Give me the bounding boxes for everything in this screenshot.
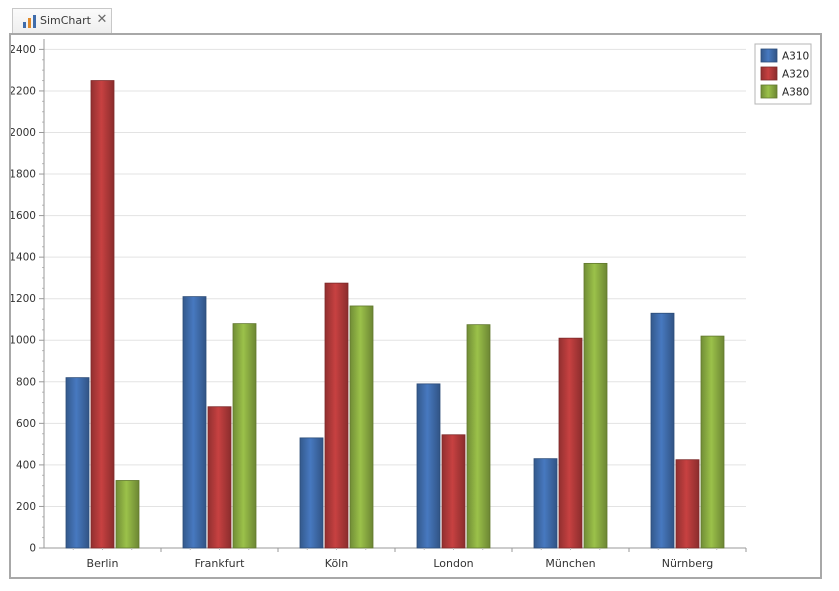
- y-tick-label: 1200: [11, 293, 36, 305]
- y-tick-label: 0: [29, 543, 36, 555]
- bar-a320-1[interactable]: [207, 406, 232, 549]
- bar-chart-icon: [23, 15, 36, 28]
- bar-a380-0[interactable]: [115, 480, 140, 549]
- bar-a310-0[interactable]: [65, 377, 90, 549]
- bar-a320-3[interactable]: [441, 434, 466, 549]
- legend-label-a320: A320: [782, 69, 809, 81]
- bar-a310-1[interactable]: [182, 296, 207, 549]
- bar-a310-5[interactable]: [650, 312, 675, 549]
- bar-a380-1[interactable]: [232, 323, 257, 549]
- legend-swatch-a320: [760, 66, 778, 81]
- x-tick-label: München: [545, 557, 595, 570]
- y-tick-label: 2400: [11, 44, 36, 56]
- bar-a320-4[interactable]: [558, 337, 583, 549]
- y-tick-label: 400: [16, 459, 36, 471]
- legend-swatch-a310: [760, 48, 778, 63]
- tab-simchart[interactable]: SimChart ✕: [12, 8, 112, 34]
- y-tick-label: 800: [16, 376, 36, 388]
- y-tick-label: 200: [16, 501, 36, 513]
- bar-a310-2[interactable]: [299, 437, 324, 549]
- tab-label: SimChart: [40, 14, 91, 27]
- bar-a380-5[interactable]: [700, 335, 725, 549]
- y-tick-label: 1800: [11, 169, 36, 181]
- y-tick-label: 1400: [11, 252, 36, 264]
- bar-a310-4[interactable]: [533, 458, 558, 549]
- bar-a320-5[interactable]: [675, 459, 700, 549]
- y-tick-label: 2000: [11, 127, 36, 139]
- x-tick-label: Berlin: [87, 557, 119, 570]
- legend-label-a310: A310: [782, 51, 809, 63]
- bar-a310-3[interactable]: [416, 383, 441, 549]
- legend-label-a380: A380: [782, 87, 809, 99]
- bar-a380-2[interactable]: [349, 305, 374, 549]
- bar-chart: 0 200 400 600 800 1000 1200 1400 1600 1800 2000 220…: [11, 39, 812, 570]
- chart-panel: 0 200 400 600 800 1000 1200 1400 1600 1800 2000 220…: [9, 33, 822, 579]
- x-tick-label: Frankfurt: [195, 557, 245, 570]
- legend-swatch-a380: [760, 84, 778, 99]
- tab-strip: SimChart ✕: [0, 0, 839, 34]
- x-tick-label: Nürnberg: [662, 557, 714, 570]
- y-tick-label: 1000: [11, 335, 36, 347]
- y-tick-label: 600: [16, 418, 36, 430]
- bar-a380-4[interactable]: [583, 262, 608, 549]
- x-tick-label: London: [433, 557, 473, 570]
- x-tick-label: Köln: [325, 557, 348, 570]
- y-tick-label: 1600: [11, 210, 36, 222]
- bar-a320-2[interactable]: [324, 282, 349, 549]
- y-tick-label: 2200: [11, 85, 36, 97]
- bar-a380-3[interactable]: [466, 324, 491, 549]
- bar-a320-0[interactable]: [90, 80, 115, 549]
- close-icon[interactable]: ✕: [96, 12, 108, 27]
